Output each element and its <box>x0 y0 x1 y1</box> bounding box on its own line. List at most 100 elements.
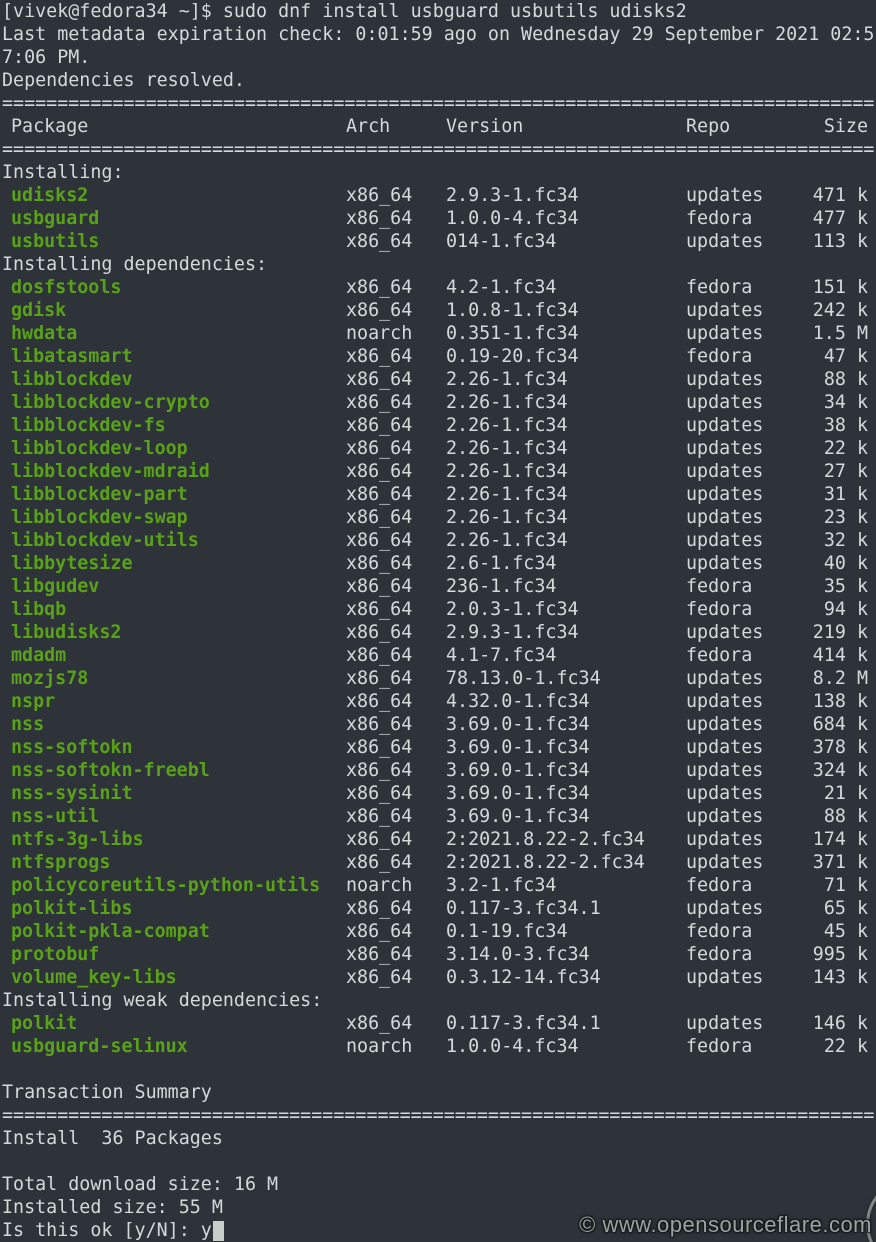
package-row: libbytesize x86_64 2.6-1.fc34 updates 40 k <box>2 552 876 575</box>
package-version: 2.26-1.fc34 <box>446 415 568 436</box>
package-row: gdisk x86_64 1.0.8-1.fc34 updates 242 k <box>2 299 876 322</box>
section-label: Installing: <box>2 162 124 183</box>
package-row: libblockdev x86_64 2.26-1.fc34 updates 88 k <box>2 368 876 391</box>
package-size: 71 k <box>823 875 868 896</box>
header-package: Package <box>11 116 89 137</box>
package-row: polkit x86_64 0.117-3.fc34.1 updates 146 k <box>2 1012 876 1035</box>
watermark: © www.opensourceflare.com <box>579 1212 872 1237</box>
package-version: 4.2-1.fc34 <box>446 277 557 298</box>
terminal-cursor <box>212 1221 224 1241</box>
package-name: ntfs-3g-libs <box>11 829 144 850</box>
package-name: nspr <box>11 691 56 712</box>
package-size: 471 k <box>812 185 868 206</box>
package-arch: x86_64 <box>346 760 413 781</box>
package-repo: updates <box>686 760 764 781</box>
package-row: polkit-pkla-compat x86_64 0.1-19.fc34 fedor… <box>2 920 876 943</box>
package-name: libblockdev-part <box>11 484 188 505</box>
package-version: 2.26-1.fc34 <box>446 484 568 505</box>
package-row: nss x86_64 3.69.0-1.fc34 updates 684 k <box>2 713 876 736</box>
metadata-expiration-line: Last metadata expiration check: 0:01:59 … <box>2 24 875 45</box>
blank-line <box>2 1150 876 1173</box>
package-row: libqb x86_64 2.0.3-1.fc34 fedora 94 k <box>2 598 876 621</box>
package-arch: x86_64 <box>346 622 413 643</box>
package-name: libblockdev <box>11 369 133 390</box>
package-repo: updates <box>686 783 764 804</box>
package-row: libblockdev-swap x86_64 2.26-1.fc34 updates… <box>2 506 876 529</box>
table-header-row: Package Arch Version Repo Size <box>2 115 876 138</box>
package-size: 88 k <box>823 806 868 827</box>
package-repo: updates <box>686 1013 764 1034</box>
package-version: 3.69.0-1.fc34 <box>446 737 590 758</box>
package-row: nss-util x86_64 3.69.0-1.fc34 updates 88 k <box>2 805 876 828</box>
package-repo: fedora <box>686 921 753 942</box>
package-size: 477 k <box>812 208 868 229</box>
table-separator-top: ========================================… <box>2 93 875 114</box>
package-repo: fedora <box>686 599 753 620</box>
package-name: libqb <box>11 599 67 620</box>
package-name: volume_key-libs <box>11 967 177 988</box>
package-size: 40 k <box>823 553 868 574</box>
package-name: nss-softokn <box>11 737 133 758</box>
package-name: nss-sysinit <box>11 783 133 804</box>
package-name: usbguard <box>11 208 100 229</box>
package-name: mdadm <box>11 645 67 666</box>
confirm-prompt-line[interactable]: Is this ok [y/N]: y <box>2 1219 876 1242</box>
package-version: 2:2021.8.22-2.fc34 <box>446 829 645 850</box>
package-version: 1.0.8-1.fc34 <box>446 300 579 321</box>
package-repo: updates <box>686 323 764 344</box>
package-arch: x86_64 <box>346 369 413 390</box>
package-repo: updates <box>686 484 764 505</box>
package-name: libatasmart <box>11 346 133 367</box>
package-version: 0.3.12-14.fc34 <box>446 967 601 988</box>
package-arch: x86_64 <box>346 783 413 804</box>
package-arch: x86_64 <box>346 415 413 436</box>
package-row: nss-sysinit x86_64 3.69.0-1.fc34 updates 21 … <box>2 782 876 805</box>
package-size: 45 k <box>823 921 868 942</box>
package-size: 324 k <box>812 760 868 781</box>
summary-separator: ========================================… <box>2 1105 875 1126</box>
package-row: usbguard-selinux noarch 1.0.0-4.fc34 fedora… <box>2 1035 876 1058</box>
dependencies-resolved-line: Dependencies resolved. <box>2 70 245 91</box>
package-row: mozjs78 x86_64 78.13.0-1.fc34 updates 8.2 M <box>2 667 876 690</box>
package-version: 3.69.0-1.fc34 <box>446 783 590 804</box>
install-count-line: Install 36 Packages <box>2 1128 223 1149</box>
package-row: libblockdev-mdraid x86_64 2.26-1.fc34 updat… <box>2 460 876 483</box>
package-repo: updates <box>686 898 764 919</box>
package-repo: updates <box>686 737 764 758</box>
package-row: libblockdev-fs x86_64 2.26-1.fc34 updates 38… <box>2 414 876 437</box>
blank-line <box>2 1058 876 1081</box>
package-arch: x86_64 <box>346 507 413 528</box>
package-repo: updates <box>686 714 764 735</box>
package-name: udisks2 <box>11 185 89 206</box>
package-row: libblockdev-crypto x86_64 2.26-1.fc34 updat… <box>2 391 876 414</box>
package-size: 21 k <box>823 783 868 804</box>
package-size: 138 k <box>812 691 868 712</box>
package-version: 2.26-1.fc34 <box>446 507 568 528</box>
package-arch: x86_64 <box>346 806 413 827</box>
package-version: 0.117-3.fc34.1 <box>446 898 601 919</box>
package-row: ntfs-3g-libs x86_64 2:2021.8.22-2.fc34 upda… <box>2 828 876 851</box>
package-repo: updates <box>686 622 764 643</box>
package-row: nss-softokn x86_64 3.69.0-1.fc34 updates 378… <box>2 736 876 759</box>
package-size: 151 k <box>812 277 868 298</box>
package-row: policycoreutils-python-utils noarch 3.2-1.… <box>2 874 876 897</box>
package-size: 65 k <box>823 898 868 919</box>
package-row: mdadm x86_64 4.1-7.fc34 fedora 414 k <box>2 644 876 667</box>
package-arch: x86_64 <box>346 392 413 413</box>
installed-size-line: Installed size: 55 M <box>2 1197 223 1218</box>
package-name: libblockdev-loop <box>11 438 188 459</box>
package-row: polkit-libs x86_64 0.117-3.fc34.1 updates 65… <box>2 897 876 920</box>
package-row: hwdata noarch 0.351-1.fc34 updates 1.5 M <box>2 322 876 345</box>
package-arch: x86_64 <box>346 1013 413 1034</box>
package-arch: x86_64 <box>346 967 413 988</box>
package-repo: updates <box>686 806 764 827</box>
package-size: 143 k <box>812 967 868 988</box>
package-size: 88 k <box>823 369 868 390</box>
package-arch: x86_64 <box>346 714 413 735</box>
package-repo: updates <box>686 530 764 551</box>
package-arch: x86_64 <box>346 737 413 758</box>
package-arch: x86_64 <box>346 921 413 942</box>
package-row: libgudev x86_64 236-1.fc34 fedora 35 k <box>2 575 876 598</box>
package-arch: x86_64 <box>346 668 413 689</box>
